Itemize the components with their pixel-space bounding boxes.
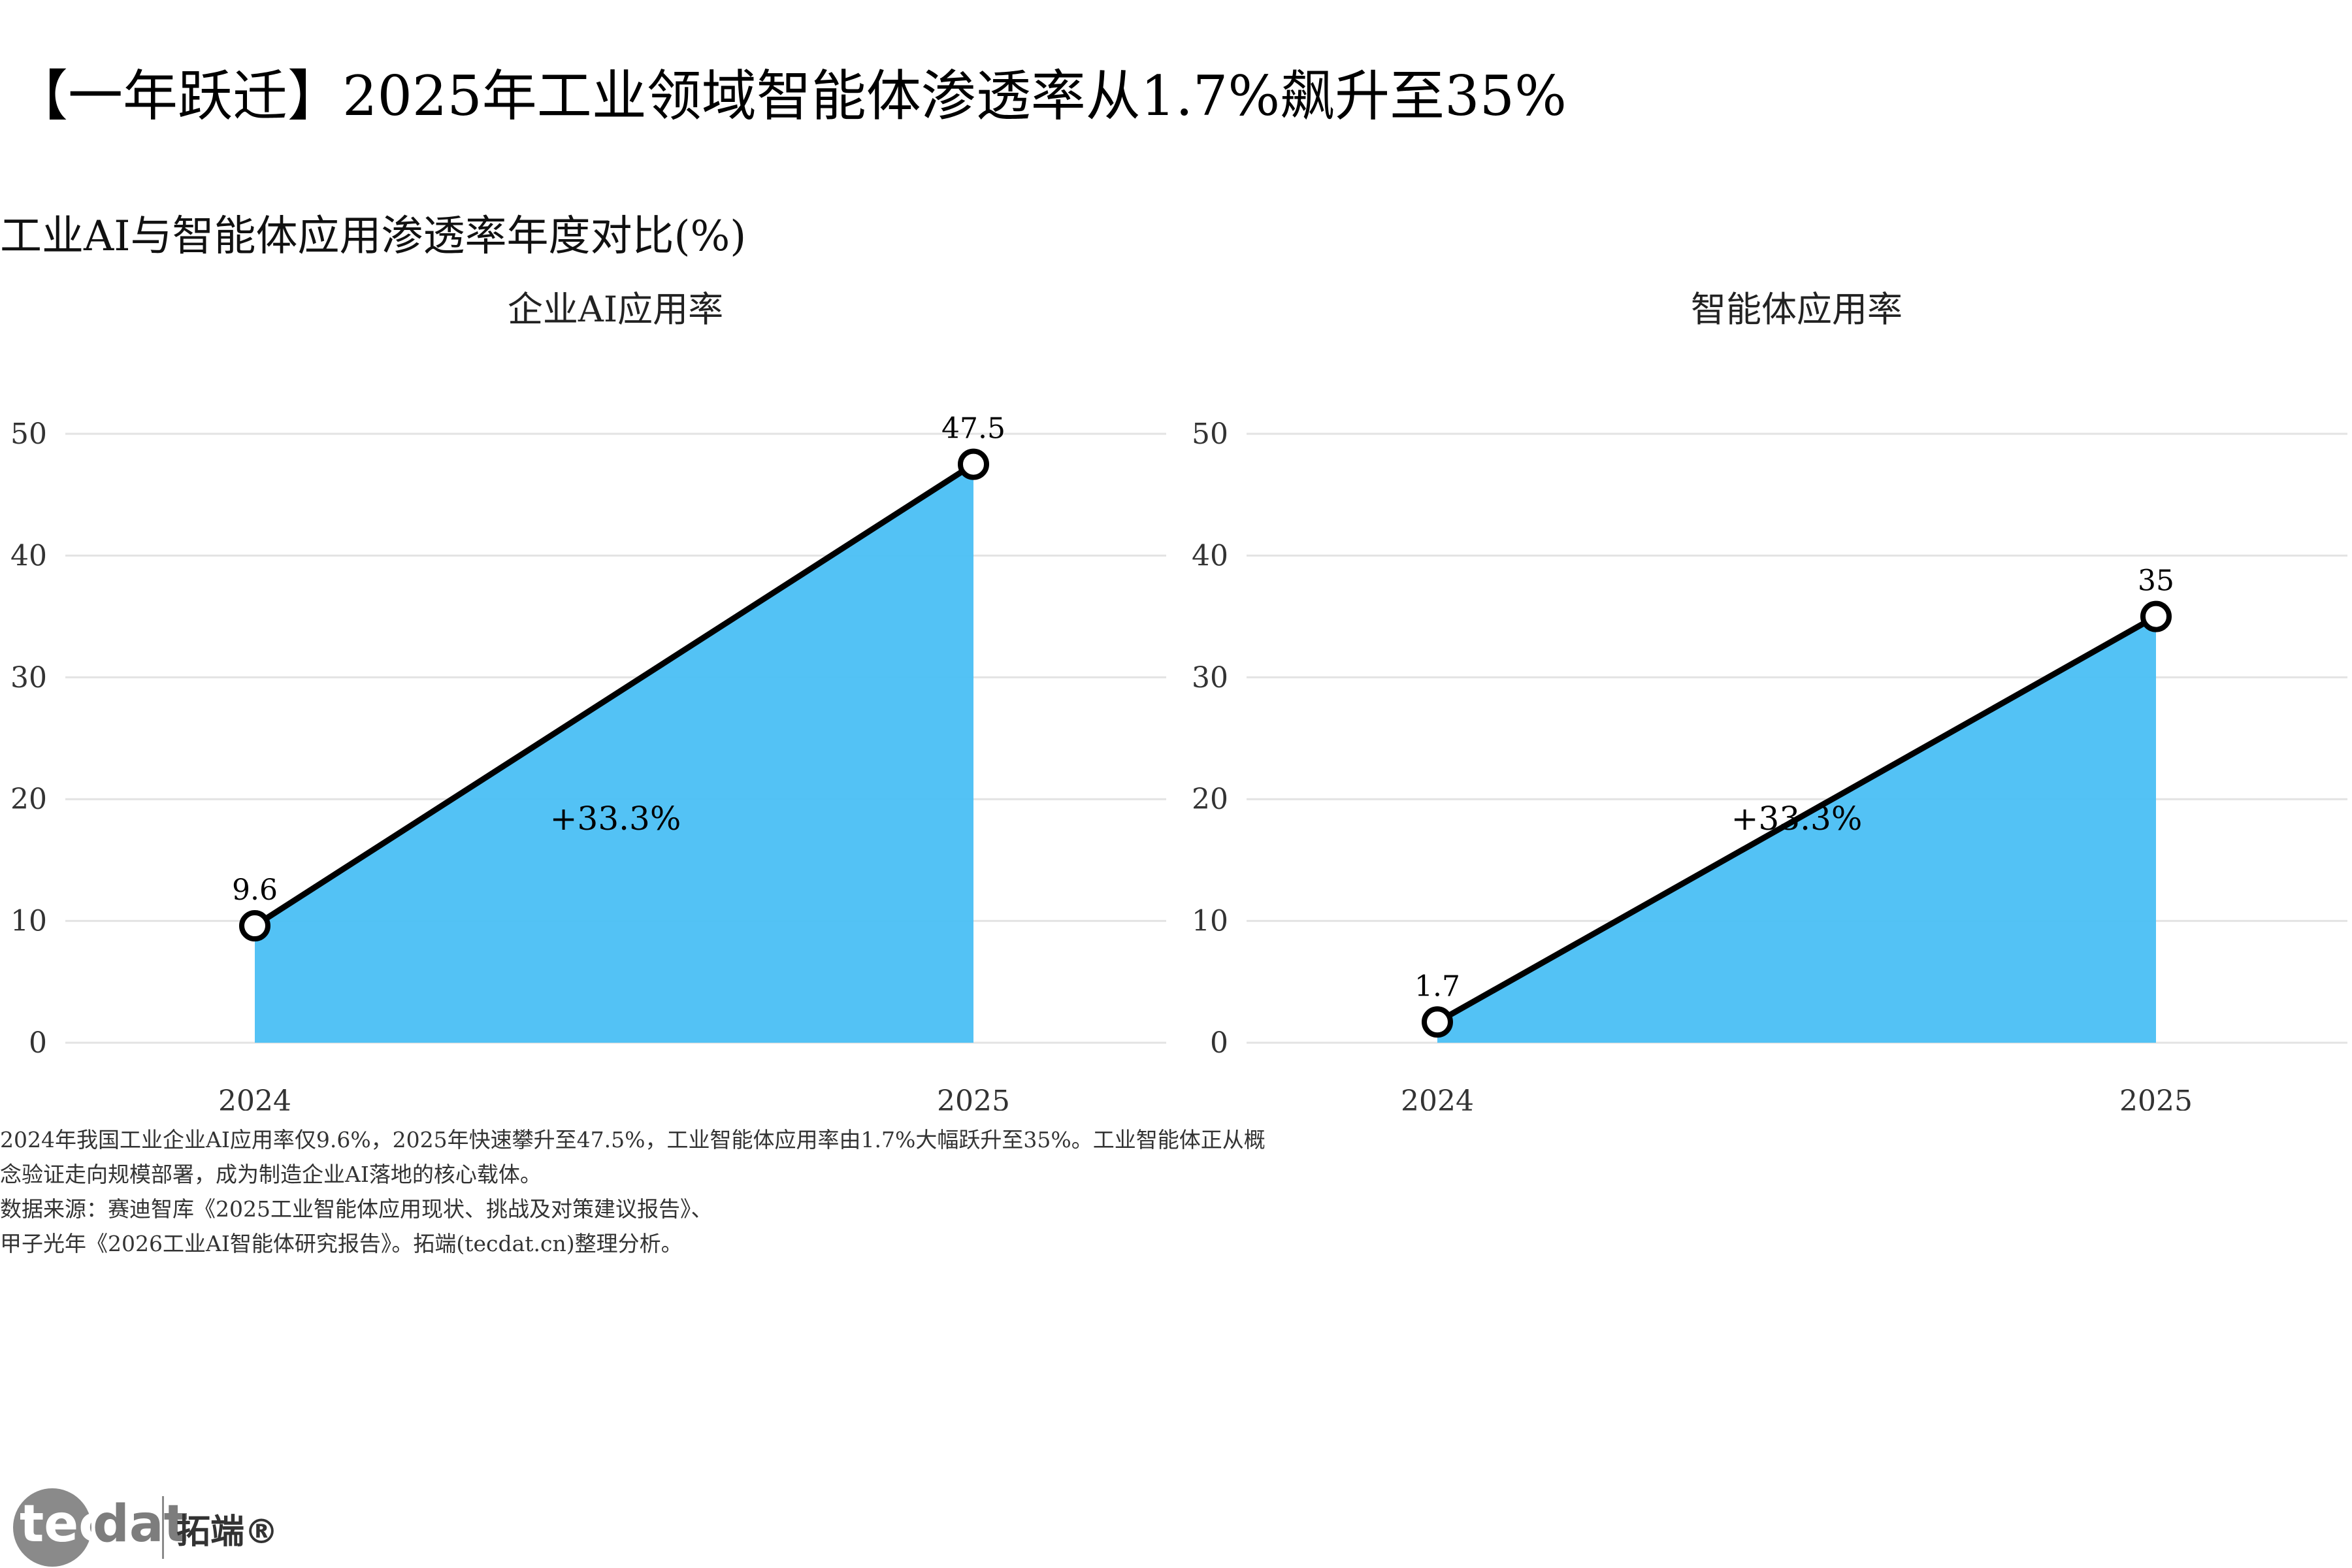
y-tick-label: 20 — [1192, 783, 1228, 816]
data-point — [1422, 1006, 1453, 1038]
series-line — [253, 461, 975, 928]
series-line — [1435, 613, 2158, 1025]
logo-tec: tec — [20, 1495, 109, 1554]
panel-enterprise-ai: 0 10 20 30 40 50 2024 2025 企业AI应用率 +33.3% 9.6 47.5 — [10, 289, 1166, 1111]
y-tick-label: 30 — [10, 661, 47, 694]
x-tick-label: 2025 — [937, 1085, 1010, 1111]
y-tick-label: 40 — [10, 539, 47, 572]
chart-subtitle: 工业AI与智能体应用渗透率年度对比(%) — [0, 212, 747, 261]
data-label: 47.5 — [941, 412, 1005, 446]
footnote-line-1: 2024年我国工业企业AI应用率仅9.6%，2025年快速攀升至47.5%，工业… — [0, 1127, 1266, 1152]
data-label: 1.7 — [1414, 970, 1460, 1003]
footnote-line-2: 念验证走向规模部署，成为制造企业AI落地的核心载体。 — [0, 1162, 542, 1187]
x-tick-label: 2024 — [1401, 1085, 1474, 1111]
data-point — [2140, 600, 2172, 632]
panel-title: 智能体应用率 — [1691, 289, 1903, 330]
data-point — [958, 448, 989, 480]
panel-title: 企业AI应用率 — [508, 289, 723, 330]
area-fill — [255, 464, 973, 1043]
logo-separator — [162, 1496, 164, 1559]
data-point — [239, 910, 270, 942]
y-tick-label: 0 — [1210, 1026, 1228, 1060]
y-tick-label: 20 — [10, 783, 47, 816]
area-fill — [1437, 616, 2156, 1043]
data-label: 35 — [2138, 564, 2174, 598]
logo-dat: dat — [93, 1495, 188, 1554]
y-tick-label: 50 — [1192, 417, 1228, 451]
change-annotation: +33.3% — [550, 800, 681, 838]
logo-disc — [13, 1488, 91, 1567]
footnote-source-2: 甲子光年《2026工业AI智能体研究报告》。拓端(tecdat.cn)整理分析。 — [0, 1231, 683, 1256]
y-tick-label: 10 — [1192, 905, 1228, 938]
logo-chinese: 拓端® — [176, 1512, 279, 1552]
x-tick-label: 2024 — [218, 1085, 291, 1111]
y-tick-label: 10 — [10, 905, 47, 938]
footnote: 2024年我国工业企业AI应用率仅9.6%，2025年快速攀升至47.5%，工业… — [0, 1122, 1372, 1261]
y-tick-label: 0 — [29, 1026, 47, 1060]
y-tick-label: 40 — [1192, 539, 1228, 572]
data-label: 9.6 — [232, 874, 278, 907]
headline: 【一年跃迁】2025年工业领域智能体渗透率从1.7%飙升至35% — [13, 64, 1567, 128]
y-tick-label: 50 — [10, 417, 47, 451]
x-tick-label: 2025 — [2119, 1085, 2193, 1111]
y-tick-label: 30 — [1192, 661, 1228, 694]
footnote-source-1: 数据来源：赛迪智库《2025工业智能体应用现状、挑战及对策建议报告》、 — [0, 1196, 713, 1222]
